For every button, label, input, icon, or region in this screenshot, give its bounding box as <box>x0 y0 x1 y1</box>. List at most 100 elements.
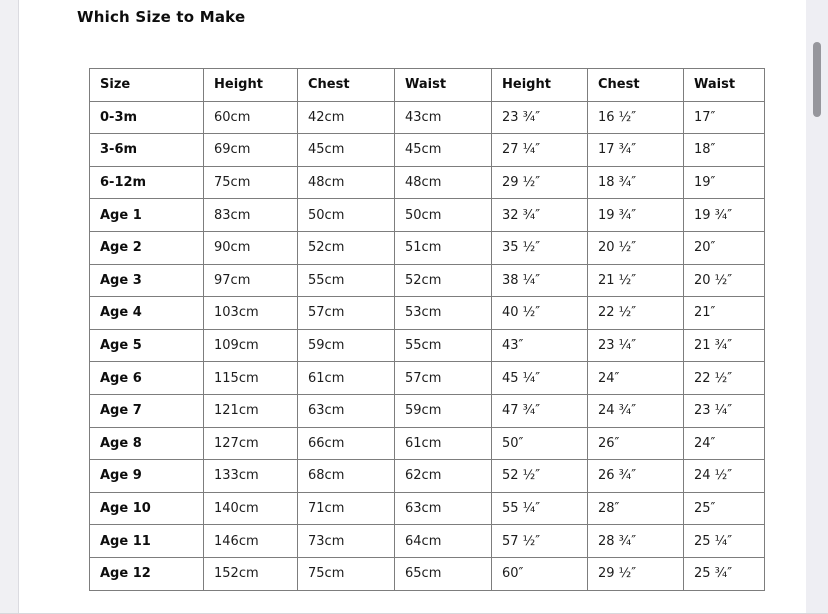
value-cell: 26 ¾″ <box>587 459 684 493</box>
header-row: Size Height Chest Waist Height Chest Waist <box>89 68 765 102</box>
size-cell: Age 1 <box>89 198 204 232</box>
value-cell: 17″ <box>683 100 765 135</box>
value-cell: 57cm <box>394 361 492 395</box>
table-row: Age 8 127cm 66cm 61cm 50″ 26″ 24″ <box>89 426 765 461</box>
table-row: 3-6m 69cm 45cm 45cm 27 ¼″ 17 ¾″ 18″ <box>89 133 765 167</box>
value-cell: 28″ <box>587 491 684 526</box>
value-cell: 21″ <box>683 296 765 330</box>
value-cell: 59cm <box>297 328 395 363</box>
value-cell: 22 ½″ <box>683 361 765 395</box>
value-cell: 133cm <box>203 459 298 493</box>
value-cell: 19″ <box>683 165 765 200</box>
size-chart-table: Size Height Chest Waist Height Chest Waist 0-3… <box>89 68 765 591</box>
value-cell: 61cm <box>297 361 395 395</box>
table-row: Age 7 121cm 63cm 59cm 47 ¾″ 24 ¾″ 23 ¼″ <box>89 393 765 428</box>
table-row: Age 2 90cm 52cm 51cm 35 ½″ 20 ½″ 20″ <box>89 230 765 265</box>
vertical-scrollbar-track[interactable] <box>806 0 828 614</box>
value-cell: 97cm <box>203 263 298 298</box>
value-cell: 35 ½″ <box>491 230 588 265</box>
value-cell: 63cm <box>394 491 492 526</box>
value-cell: 24 ½″ <box>683 459 765 493</box>
size-cell: Age 9 <box>89 459 204 493</box>
value-cell: 52cm <box>394 263 492 298</box>
column-header-5-chest: Chest <box>587 68 684 102</box>
value-cell: 140cm <box>203 491 298 526</box>
value-cell: 60cm <box>203 100 298 135</box>
value-cell: 19 ¾″ <box>587 198 684 232</box>
value-cell: 146cm <box>203 524 298 558</box>
table-row: Age 11 146cm 73cm 64cm 57 ½″ 28 ¾″ 25 ¼″ <box>89 524 765 558</box>
value-cell: 50cm <box>394 198 492 232</box>
value-cell: 20″ <box>683 230 765 265</box>
value-cell: 50cm <box>297 198 395 232</box>
value-cell: 16 ½″ <box>587 100 684 135</box>
table-head: Size Height Chest Waist Height Chest Waist <box>89 68 765 102</box>
value-cell: 45cm <box>297 133 395 167</box>
table-row: 6-12m 75cm 48cm 48cm 29 ½″ 18 ¾″ 19″ <box>89 165 765 200</box>
table-row: Age 5 109cm 59cm 55cm 43″ 23 ¼″ 21 ¾″ <box>89 328 765 363</box>
value-cell: 25″ <box>683 491 765 526</box>
value-cell: 48cm <box>297 165 395 200</box>
size-cell: Age 7 <box>89 393 204 428</box>
value-cell: 90cm <box>203 230 298 265</box>
value-cell: 21 ½″ <box>587 263 684 298</box>
size-cell: Age 4 <box>89 296 204 330</box>
size-cell: 0-3m <box>89 100 204 135</box>
value-cell: 103cm <box>203 296 298 330</box>
value-cell: 55cm <box>297 263 395 298</box>
value-cell: 60″ <box>491 556 588 591</box>
table-body: 0-3m 60cm 42cm 43cm 23 ¾″ 16 ½″ 17″ 3-6m 69cm 45c… <box>89 100 765 591</box>
value-cell: 23 ¾″ <box>491 100 588 135</box>
value-cell: 52 ½″ <box>491 459 588 493</box>
size-cell: Age 2 <box>89 230 204 265</box>
value-cell: 62cm <box>394 459 492 493</box>
column-header-2-chest: Chest <box>297 68 395 102</box>
value-cell: 32 ¾″ <box>491 198 588 232</box>
value-cell: 73cm <box>297 524 395 558</box>
value-cell: 38 ¼″ <box>491 263 588 298</box>
value-cell: 48cm <box>394 165 492 200</box>
table-row: Age 3 97cm 55cm 52cm 38 ¼″ 21 ½″ 20 ½″ <box>89 263 765 298</box>
value-cell: 55cm <box>394 328 492 363</box>
value-cell: 152cm <box>203 556 298 591</box>
table-row: Age 9 133cm 68cm 62cm 52 ½″ 26 ¾″ 24 ½″ <box>89 459 765 493</box>
value-cell: 23 ¼″ <box>587 328 684 363</box>
vertical-scrollbar-thumb[interactable] <box>813 42 821 117</box>
size-cell: 6-12m <box>89 165 204 200</box>
value-cell: 55 ¼″ <box>491 491 588 526</box>
page-left-gutter <box>0 0 19 614</box>
value-cell: 24 ¾″ <box>587 393 684 428</box>
value-cell: 29 ½″ <box>587 556 684 591</box>
column-header-3-waist: Waist <box>394 68 492 102</box>
size-cell: Age 12 <box>89 556 204 591</box>
value-cell: 22 ½″ <box>587 296 684 330</box>
value-cell: 57 ½″ <box>491 524 588 558</box>
value-cell: 127cm <box>203 426 298 461</box>
value-cell: 40 ½″ <box>491 296 588 330</box>
column-header-4-height: Height <box>491 68 588 102</box>
value-cell: 24″ <box>683 426 765 461</box>
value-cell: 71cm <box>297 491 395 526</box>
table-row: Age 10 140cm 71cm 63cm 55 ¼″ 28″ 25″ <box>89 491 765 526</box>
value-cell: 50″ <box>491 426 588 461</box>
value-cell: 29 ½″ <box>491 165 588 200</box>
value-cell: 26″ <box>587 426 684 461</box>
column-header-6-waist: Waist <box>683 68 765 102</box>
value-cell: 27 ¼″ <box>491 133 588 167</box>
value-cell: 115cm <box>203 361 298 395</box>
value-cell: 64cm <box>394 524 492 558</box>
table-row: Age 4 103cm 57cm 53cm 40 ½″ 22 ½″ 21″ <box>89 296 765 330</box>
value-cell: 45cm <box>394 133 492 167</box>
value-cell: 25 ¾″ <box>683 556 765 591</box>
value-cell: 45 ¼″ <box>491 361 588 395</box>
column-header-0-size: Size <box>89 68 204 102</box>
value-cell: 83cm <box>203 198 298 232</box>
size-cell: Age 3 <box>89 263 204 298</box>
value-cell: 43″ <box>491 328 588 363</box>
value-cell: 51cm <box>394 230 492 265</box>
value-cell: 53cm <box>394 296 492 330</box>
value-cell: 52cm <box>297 230 395 265</box>
value-cell: 19 ¾″ <box>683 198 765 232</box>
value-cell: 47 ¾″ <box>491 393 588 428</box>
value-cell: 42cm <box>297 100 395 135</box>
